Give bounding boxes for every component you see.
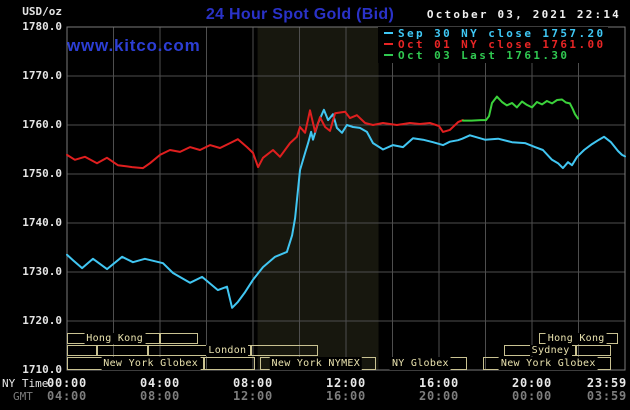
- legend-dash-icon: [384, 53, 393, 56]
- session-box: [204, 357, 256, 370]
- y-tick-label: 1720.0: [22, 314, 62, 327]
- legend-row: Oct 03 Last 1761.30: [380, 50, 606, 61]
- kitco-watermark-link[interactable]: www.kitco.com: [67, 36, 201, 55]
- y-axis-unit-label: USD/oz: [22, 5, 62, 18]
- session-box: [250, 345, 319, 356]
- session-label: Sydney: [529, 345, 572, 356]
- y-tick-label: 1710.0: [22, 363, 62, 376]
- x-axis-ny-time-label: NY Time: [2, 377, 49, 390]
- x-tick-label: 03:59: [586, 389, 627, 403]
- session-box: [67, 345, 98, 356]
- y-tick-label: 1780.0: [22, 20, 62, 33]
- legend: Sep 30 NY close 1757.20 Oct 01 NY close 1…: [378, 27, 608, 63]
- nymex-session-shading: [257, 27, 379, 370]
- legend-label: Oct 01 NY close 1761.00: [398, 38, 606, 51]
- x-tick-label: 16:00: [325, 389, 367, 403]
- session-box: [160, 333, 198, 344]
- session-label: Hong Kong: [545, 333, 607, 344]
- session-label: NY Globex: [389, 357, 451, 370]
- x-axis-gmt-label: GMT: [13, 390, 33, 403]
- legend-row: Sep 30 NY close 1757.20: [380, 28, 606, 39]
- legend-dash-icon: [384, 31, 393, 34]
- x-tick-label: 00:00: [46, 376, 88, 390]
- legend-label: Sep 30 NY close 1757.20: [398, 27, 606, 40]
- y-tick-label: 1740.0: [22, 216, 62, 229]
- session-box: [576, 345, 612, 356]
- legend-dash-icon: [384, 42, 393, 45]
- session-box: [97, 345, 149, 356]
- session-label: Hong Kong: [84, 333, 146, 344]
- x-tick-label: 00:00: [511, 389, 553, 403]
- y-tick-label: 1730.0: [22, 265, 62, 278]
- x-tick-label: 20:00: [511, 376, 553, 390]
- x-tick-label: 08:00: [139, 389, 181, 403]
- legend-row: Oct 01 NY close 1761.00: [380, 39, 606, 50]
- series-line-1: [66, 109, 464, 170]
- y-tick-label: 1760.0: [22, 118, 62, 131]
- session-label: New York Globex: [101, 357, 201, 370]
- x-tick-label: 12:00: [232, 389, 274, 403]
- series-line-0: [66, 108, 626, 309]
- x-tick-label: 23:59: [586, 376, 627, 390]
- x-tick-label: 20:00: [418, 389, 460, 403]
- x-tick-label: 08:00: [232, 376, 274, 390]
- chart-title: 24 Hour Spot Gold (Bid): [205, 6, 395, 23]
- x-tick-label: 04:00: [139, 376, 181, 390]
- legend-label: Oct 03 Last 1761.30: [398, 49, 570, 62]
- chart-datetime: October 03, 2021 22:14: [426, 8, 621, 21]
- session-label: London: [206, 345, 249, 356]
- session-box: [148, 345, 251, 356]
- session-label: New York NYMEX: [269, 357, 363, 370]
- x-tick-label: 12:00: [325, 376, 367, 390]
- x-tick-label: 04:00: [46, 389, 88, 403]
- session-label: New York Globex: [498, 357, 598, 370]
- series-line-2: [461, 95, 579, 122]
- x-tick-label: 16:00: [418, 376, 460, 390]
- y-tick-label: 1770.0: [22, 69, 62, 82]
- y-tick-label: 1750.0: [22, 167, 62, 180]
